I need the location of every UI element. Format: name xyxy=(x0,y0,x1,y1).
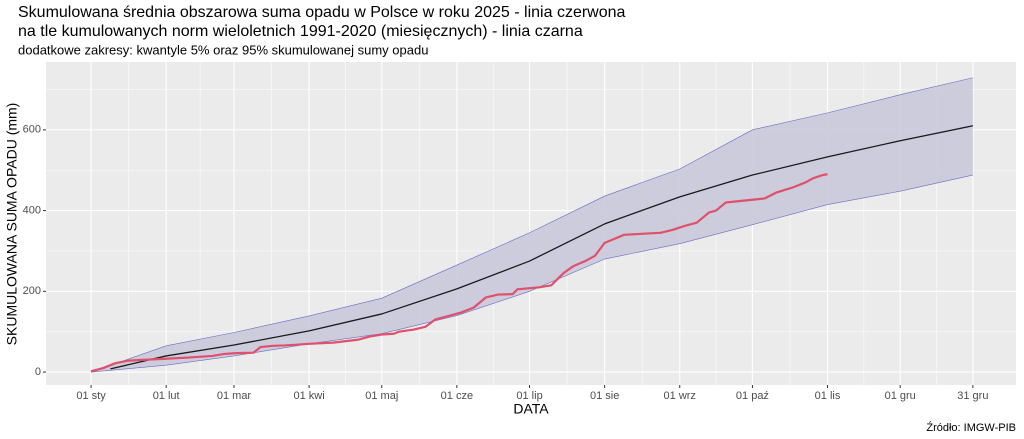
observed-line xyxy=(90,173,828,373)
y-tick-label: 200 xyxy=(23,285,41,297)
x-tick-label: 01 mar xyxy=(217,390,252,402)
x-axis-label: DATA xyxy=(513,401,549,417)
y-axis-label: SKUMULOWANA SUMA OPADU (mm) xyxy=(4,103,20,346)
x-tick-label: 01 lis xyxy=(815,390,841,402)
y-tick-label: 600 xyxy=(23,124,41,136)
x-tick-label: 01 lut xyxy=(153,390,180,402)
x-tick-label: 01 lip xyxy=(516,390,542,402)
y-tick-label: 400 xyxy=(23,204,41,216)
x-tick-label: 01 sie xyxy=(590,390,619,402)
norm-line xyxy=(110,125,974,370)
x-tick-label: 01 gru xyxy=(885,390,916,402)
chart-subtitle: dodatkowe zakresy: kwantyle 5% oraz 95% … xyxy=(18,42,428,57)
source: Źródło: IMGW-PIB xyxy=(926,421,1016,434)
chart-title: na tle kumulowanych norm wieloletnich 19… xyxy=(18,23,583,40)
x-tick-label: 01 cze xyxy=(441,390,473,402)
quantile-band xyxy=(91,77,973,373)
x-tick-label: 01 sty xyxy=(76,390,106,402)
chart-title: Skumulowana średnia obszarowa suma opadu… xyxy=(18,4,626,21)
lower-quantile xyxy=(91,174,973,373)
x-tick-label: 01 paź xyxy=(736,390,769,402)
x-tick-label: 01 kwi xyxy=(293,390,324,402)
y-tick-label: 0 xyxy=(35,366,41,378)
x-tick-label: 01 maj xyxy=(365,390,398,402)
x-tick-label: 31 gru xyxy=(957,390,988,402)
x-tick-label: 01 wrz xyxy=(664,390,696,402)
upper-quantile xyxy=(90,77,973,373)
